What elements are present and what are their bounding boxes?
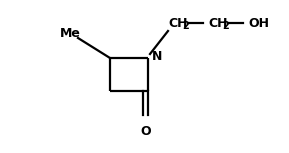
Text: O: O: [141, 125, 151, 138]
Text: Me: Me: [60, 26, 81, 39]
Text: OH: OH: [248, 17, 269, 30]
Text: 2: 2: [222, 21, 229, 31]
Text: CH: CH: [168, 17, 188, 30]
Text: 2: 2: [182, 21, 189, 31]
Text: N: N: [152, 50, 162, 62]
Text: CH: CH: [208, 17, 227, 30]
